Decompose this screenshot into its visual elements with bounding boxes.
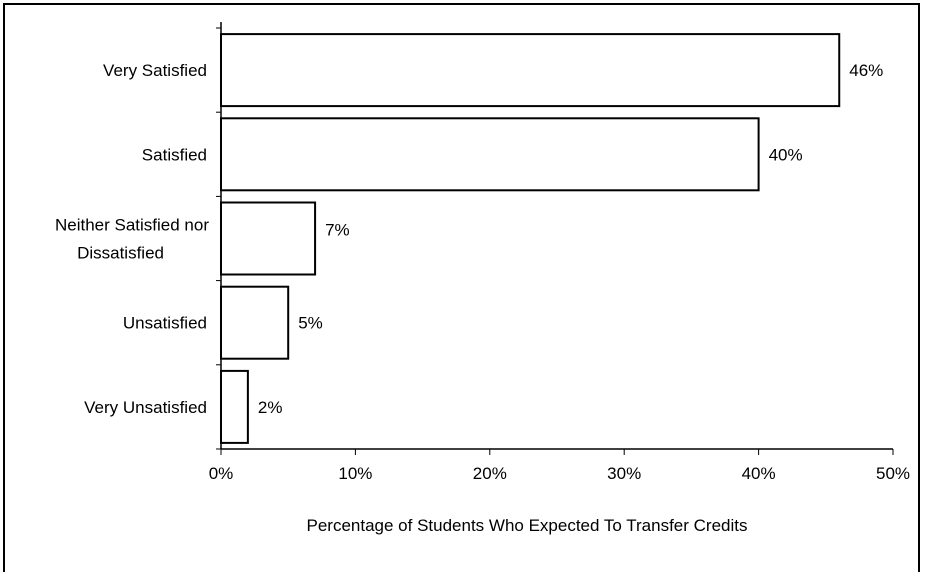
category-label: Satisfied [142, 145, 207, 164]
data-label: 5% [298, 314, 323, 333]
bar [220, 117, 760, 192]
x-tick-label: 10% [338, 464, 372, 483]
data-label: 46% [849, 61, 883, 80]
bar [220, 285, 290, 360]
data-label: 2% [258, 398, 283, 417]
x-tick-label: 40% [742, 464, 776, 483]
x-tick-label: 30% [607, 464, 641, 483]
x-tick-label: 20% [473, 464, 507, 483]
bar [220, 201, 317, 276]
category-label: Very Satisfied [103, 61, 207, 80]
x-tick-label: 50% [876, 464, 910, 483]
category-label: Unsatisfied [123, 314, 207, 333]
bar [220, 33, 841, 108]
data-label: 40% [769, 145, 803, 164]
x-axis-title: Percentage of Students Who Expected To T… [307, 516, 748, 535]
category-label: Neither Satisfied nor Dissatisfied [55, 216, 209, 263]
data-label: 7% [325, 221, 350, 240]
category-label: Very Unsatisfied [84, 398, 207, 417]
bar [220, 369, 249, 444]
x-tick-label: 0% [209, 464, 234, 483]
